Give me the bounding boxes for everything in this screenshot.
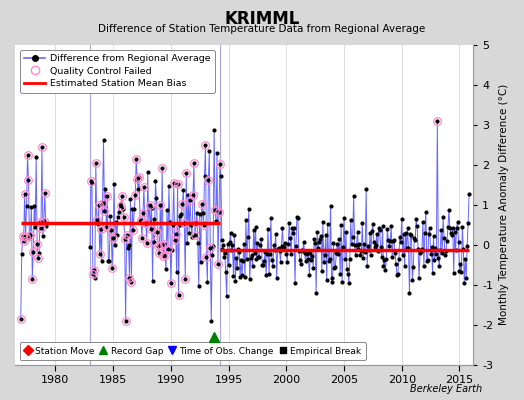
Text: KRIMML: KRIMML xyxy=(224,10,300,28)
Y-axis label: Monthly Temperature Anomaly Difference (°C): Monthly Temperature Anomaly Difference (… xyxy=(499,84,509,326)
Legend: Station Move, Record Gap, Time of Obs. Change, Empirical Break: Station Move, Record Gap, Time of Obs. C… xyxy=(19,342,366,360)
Text: Difference of Station Temperature Data from Regional Average: Difference of Station Temperature Data f… xyxy=(99,24,425,34)
Text: Berkeley Earth: Berkeley Earth xyxy=(410,384,482,394)
